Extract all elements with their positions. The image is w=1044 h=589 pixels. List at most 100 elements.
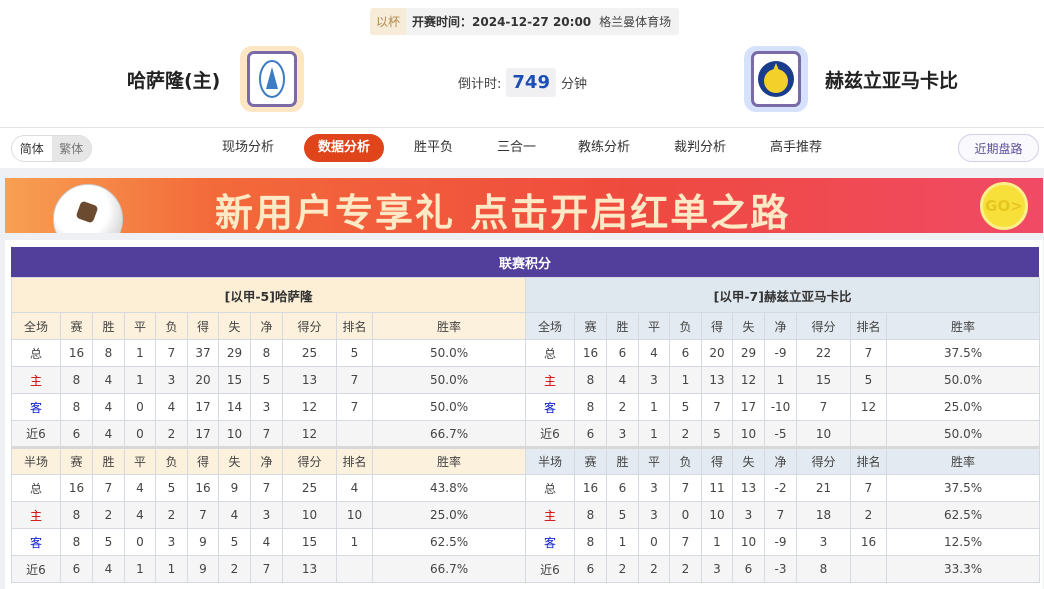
column-header: 胜 xyxy=(92,446,125,475)
table-cell: 1 xyxy=(336,528,373,556)
go-button[interactable]: GO> xyxy=(980,182,1028,230)
table-cell: 4 xyxy=(92,366,125,394)
home-team-name: 哈萨隆(主) xyxy=(127,70,221,92)
table-row: 主 8 5 3 0 10 3 7 18 2 62.5% xyxy=(525,501,1041,529)
table-cell xyxy=(850,555,887,583)
tab-6[interactable]: 高手推荐 xyxy=(770,140,823,155)
column-header: 胜 xyxy=(92,312,125,340)
table-cell: 5 xyxy=(155,474,188,502)
table-cell: 29 xyxy=(732,339,765,367)
table-cell: 12 xyxy=(850,393,887,421)
table-cell: 1 xyxy=(669,366,702,394)
table-row: 客 8 1 0 7 1 10 -9 3 16 12.5% xyxy=(525,528,1041,556)
column-header: 赛 xyxy=(574,312,607,340)
table-cell: 2 xyxy=(92,501,125,529)
table-cell: 17 xyxy=(187,420,219,448)
table-cell: 0 xyxy=(124,420,156,448)
table-cell: 37.5% xyxy=(885,339,1041,367)
table-cell: 12 xyxy=(282,420,337,448)
row-label: 客 xyxy=(11,393,61,421)
column-header: 负 xyxy=(155,446,188,475)
column-header: 失 xyxy=(218,446,251,475)
table-cell: 8 xyxy=(92,339,125,367)
table-cell: 8 xyxy=(574,528,607,556)
table-cell: 2 xyxy=(669,420,702,448)
tab-5[interactable]: 裁判分析 xyxy=(674,140,727,155)
column-header: 得分 xyxy=(796,446,851,475)
column-header: 胜率 xyxy=(885,446,1041,475)
home-standings-table: [以甲-5]哈萨隆 全场赛胜平负得失净得分 排名 胜率总 16 8 1 7 37 29 8 25 5 50… xyxy=(10,277,527,583)
table-cell: 22 xyxy=(796,339,851,367)
table-row: 近6 6 2 2 2 3 6 -3 8 33.3% xyxy=(525,555,1041,583)
table-cell: 25 xyxy=(282,339,337,367)
away-team-logo xyxy=(744,46,808,112)
column-header: 胜 xyxy=(606,312,639,340)
table-cell: 16 xyxy=(850,528,887,556)
column-header: 平 xyxy=(124,446,156,475)
table-cell: 43.8% xyxy=(371,474,527,502)
tab-2[interactable]: 胜平负 xyxy=(414,140,454,155)
table-cell: -9 xyxy=(764,339,797,367)
table-cell: 3 xyxy=(155,528,188,556)
tab-0[interactable]: 现场分析 xyxy=(222,140,275,155)
table-cell: 6 xyxy=(60,420,93,448)
table-cell: 25.0% xyxy=(371,501,527,529)
table-cell: 4 xyxy=(92,393,125,421)
table-cell: 50.0% xyxy=(885,420,1041,448)
table-cell: 10 xyxy=(796,420,851,448)
table-cell: 7 xyxy=(187,501,219,529)
column-header: 胜率 xyxy=(371,446,527,475)
column-header: 得 xyxy=(701,446,733,475)
table-cell: 20 xyxy=(187,366,219,394)
row-label: 主 xyxy=(525,501,575,529)
away-team-header: [以甲-7]赫兹立亚马卡比 xyxy=(524,277,1041,313)
table-row: 客 8 4 0 4 17 14 3 12 7 50.0% xyxy=(11,393,527,421)
traditional-button[interactable]: 繁体 xyxy=(51,136,91,161)
half-header-row: 半场赛胜平负得失净得分 排名 胜率 xyxy=(11,446,527,475)
table-cell: 62.5% xyxy=(371,528,527,556)
row-label: 近6 xyxy=(11,420,61,448)
countdown: 倒计时: 749 分钟 xyxy=(458,68,587,97)
column-header: 净 xyxy=(764,312,797,340)
row-label: 近6 xyxy=(525,420,575,448)
home-team-header: [以甲-5]哈萨隆 xyxy=(10,277,527,313)
table-cell: 2 xyxy=(155,501,188,529)
simplified-button[interactable]: 简体 xyxy=(19,142,44,156)
table-cell xyxy=(850,420,887,448)
table-cell: 2 xyxy=(218,555,251,583)
table-cell: -3 xyxy=(764,555,797,583)
table-cell: 5 xyxy=(850,366,887,394)
table-cell: 4 xyxy=(336,474,373,502)
tab-1[interactable]: 数据分析 xyxy=(304,134,385,162)
table-cell: 16 xyxy=(187,474,219,502)
table-cell: 16 xyxy=(574,339,607,367)
table-cell: 13 xyxy=(732,474,765,502)
countdown-unit: 分钟 xyxy=(560,77,587,92)
table-cell: 0 xyxy=(638,528,670,556)
table-cell: 7 xyxy=(92,474,125,502)
table-cell: 8 xyxy=(574,393,607,421)
table-cell: 5 xyxy=(701,420,733,448)
table-cell: 17 xyxy=(732,393,765,421)
table-cell: 8 xyxy=(250,339,283,367)
table-cell: 5 xyxy=(92,528,125,556)
competition-badge: 以杯 xyxy=(370,8,407,35)
language-toggle[interactable]: 简体 繁体 xyxy=(11,135,92,162)
table-cell: 7 xyxy=(796,393,851,421)
table-cell: 16 xyxy=(574,474,607,502)
recent-handicap-button[interactable]: 近期盘路 xyxy=(958,134,1039,162)
tab-3[interactable]: 三合一 xyxy=(497,140,537,155)
promo-banner[interactable]: 新用户专享礼 点击开启红单之路 GO> xyxy=(5,178,1043,233)
column-header: 负 xyxy=(155,312,188,340)
table-cell: 2 xyxy=(606,393,639,421)
row-label: 总 xyxy=(525,339,575,367)
table-cell: 8 xyxy=(574,501,607,529)
row-label: 近6 xyxy=(11,555,61,583)
tab-4[interactable]: 教练分析 xyxy=(578,140,631,155)
column-header: 平 xyxy=(124,312,156,340)
table-row: 客 8 2 1 5 7 17 -10 7 12 25.0% xyxy=(525,393,1041,421)
table-cell: 4 xyxy=(250,528,283,556)
row-label: 客 xyxy=(525,528,575,556)
half-header-row: 半场赛胜平负得失净得分 排名 胜率 xyxy=(525,446,1041,475)
column-header: 胜率 xyxy=(885,312,1041,340)
